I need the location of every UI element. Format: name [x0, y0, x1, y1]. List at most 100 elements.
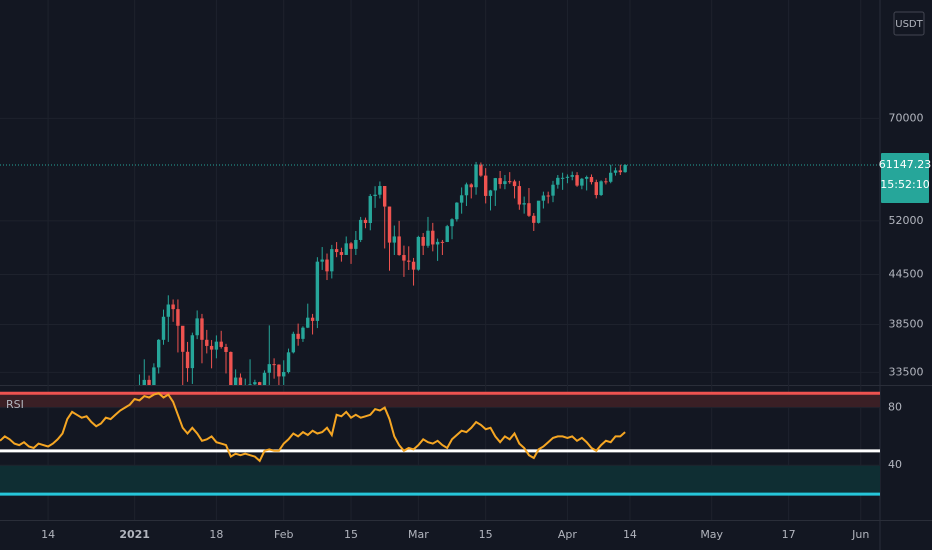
candle-body [575, 175, 579, 186]
candle-body [320, 259, 324, 262]
candle-body [142, 379, 146, 385]
candle-body [166, 304, 171, 317]
candle-body [421, 236, 425, 246]
indicator-title: RSI [6, 398, 24, 411]
y-tick-label: 33500 [889, 365, 924, 378]
y-tick-label: 80 [888, 401, 902, 414]
candle-body [373, 194, 377, 197]
candle-body [344, 243, 348, 255]
rsi-line [0, 392, 626, 463]
candle-body [257, 382, 262, 385]
y-tick-label: 52000 [889, 214, 924, 227]
candle-body [310, 317, 315, 321]
y-tick-label: 70000 [889, 111, 924, 124]
candle-body [349, 243, 353, 249]
candle-body [517, 186, 522, 205]
candle-body [176, 309, 180, 326]
candle-body [402, 255, 406, 261]
candle-body [229, 351, 233, 385]
candle-body [584, 177, 589, 179]
x-tick-label: Feb [274, 528, 293, 541]
candle-body [363, 219, 368, 224]
candle-body [267, 364, 271, 373]
candle-body [556, 177, 560, 185]
candle-body [431, 230, 435, 245]
candle-body [469, 184, 473, 188]
candle-body [262, 372, 267, 385]
candle-body [551, 184, 555, 196]
candle-body [589, 177, 594, 183]
candle-body [407, 260, 411, 262]
candle-body [161, 316, 166, 340]
candle-body [613, 170, 618, 173]
candle-body [435, 241, 440, 245]
candle-body [291, 333, 296, 353]
candle-body [527, 203, 531, 216]
candle-body [560, 177, 565, 179]
last-price-box [881, 153, 929, 204]
candle-body [238, 377, 243, 385]
candle-body [479, 164, 483, 176]
candle-body [185, 351, 190, 369]
x-tick-label: May [700, 528, 723, 541]
candle-body [253, 382, 257, 385]
y-tick-label: 40 [888, 458, 902, 471]
candle-body [512, 181, 517, 187]
candle-body [152, 367, 156, 385]
x-tick-label: 15 [344, 528, 358, 541]
candle-body [306, 317, 310, 328]
candle-body [455, 202, 459, 220]
y-tick-label: 38500 [889, 317, 924, 330]
candle-body [171, 304, 175, 310]
rsi-band [0, 465, 880, 495]
candle-body [330, 249, 334, 272]
candle-body [546, 195, 550, 197]
candle-body [565, 176, 570, 178]
candle-body [397, 236, 401, 256]
candle-body [277, 364, 281, 377]
candle-body [599, 181, 603, 196]
candle-body [195, 318, 199, 336]
x-tick-label: 2021 [119, 528, 150, 541]
candle-body [209, 345, 214, 350]
quote-box[interactable] [893, 11, 925, 36]
quote-label: USDT [895, 19, 923, 30]
candle-body [282, 372, 286, 377]
x-tick-label: Mar [408, 528, 429, 541]
candle-body [445, 226, 449, 242]
candle-body [483, 175, 488, 196]
candle-body [508, 181, 512, 183]
candle-body [392, 236, 397, 243]
candle-body [354, 239, 358, 249]
rsi-band [0, 393, 880, 408]
candle-body [609, 172, 613, 182]
candles [138, 161, 627, 385]
candle-body [214, 341, 219, 350]
candle-body [272, 364, 276, 366]
candle-body [623, 165, 627, 173]
candle-body [286, 352, 291, 373]
x-tick-label: Jun [851, 528, 869, 541]
candle-body [224, 346, 228, 352]
candle-body [541, 195, 546, 201]
candle-body [181, 325, 185, 352]
candle-body [488, 190, 493, 196]
candle-body [618, 170, 623, 173]
candle-body [426, 230, 430, 246]
candle-body [604, 181, 608, 183]
candle-body [368, 196, 372, 224]
candle-body [474, 164, 478, 188]
candle-body [190, 335, 195, 369]
x-tick-label: 17 [782, 528, 796, 541]
candle-body [378, 185, 382, 195]
last-price-label: 61147.23 [879, 158, 932, 171]
candle-body [248, 384, 252, 385]
candle-body [315, 261, 320, 321]
x-tick-label: 14 [623, 528, 637, 541]
candle-body [493, 178, 498, 191]
candle-body [594, 182, 598, 196]
y-tick-label: 44500 [889, 268, 924, 281]
candle-body [301, 327, 305, 339]
